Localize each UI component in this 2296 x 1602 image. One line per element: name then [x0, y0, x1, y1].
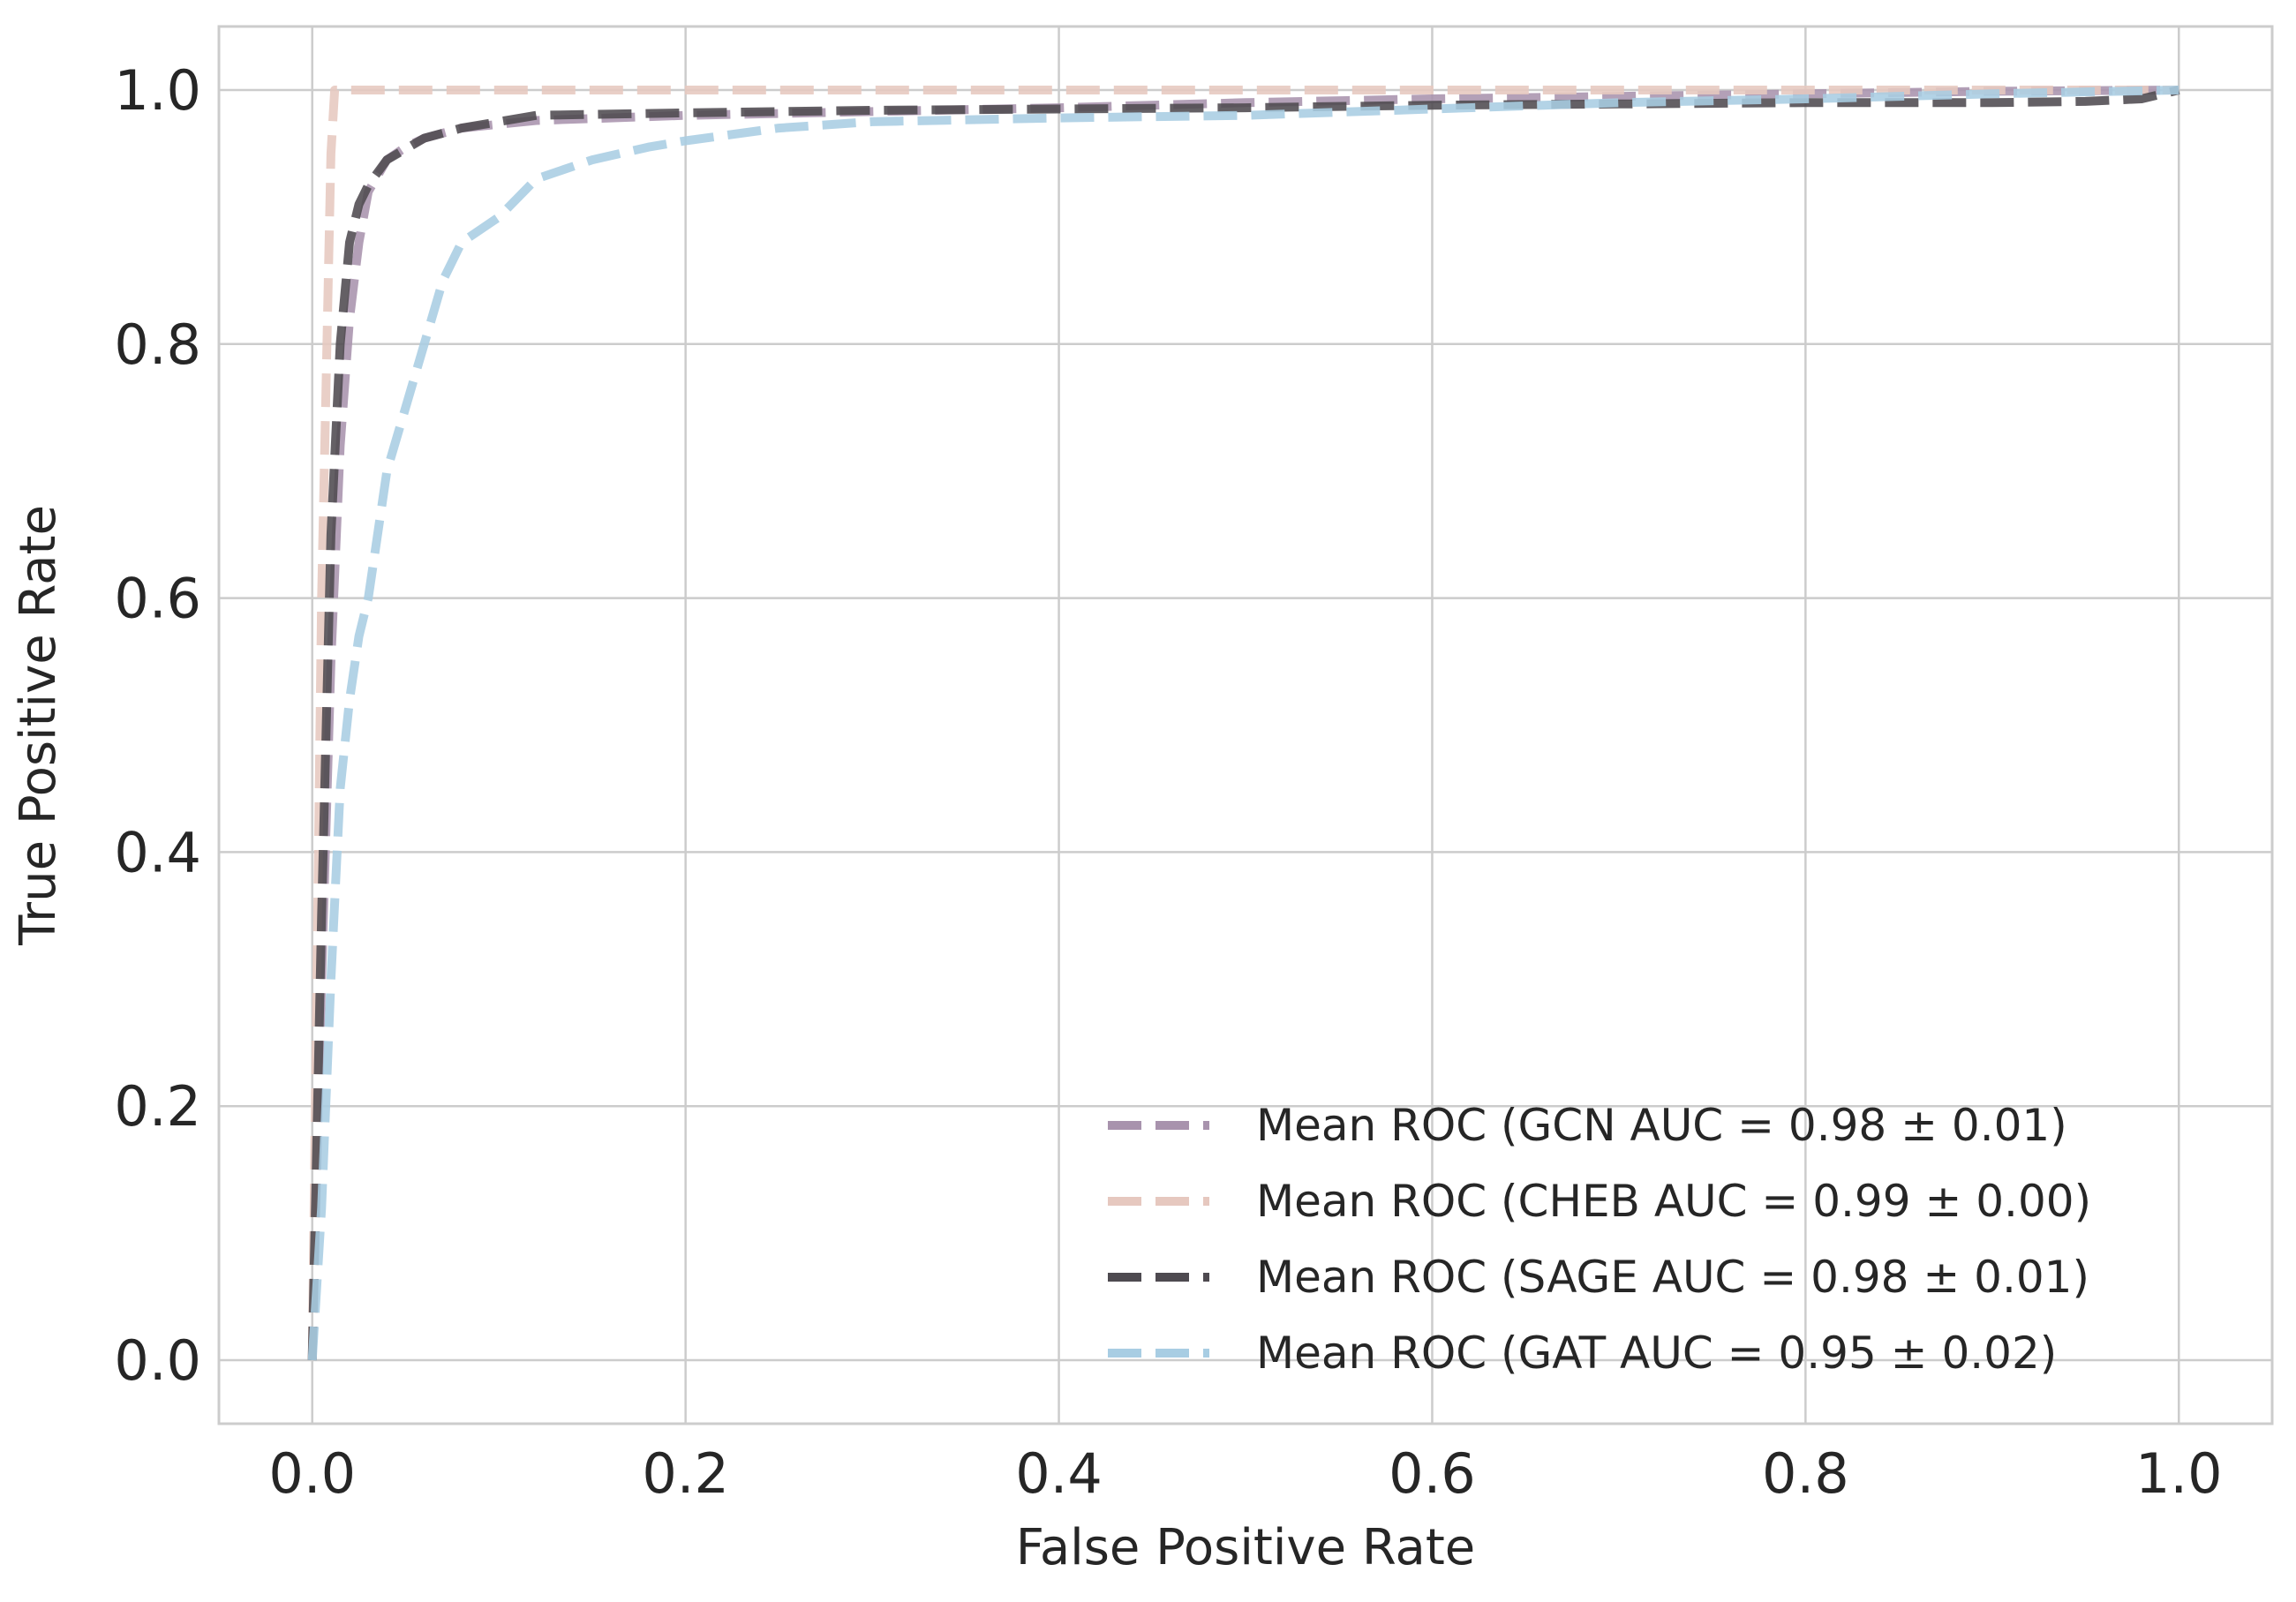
tick-labels: 0.0 0.2 0.4 0.6 0.8 1.0 0.0 0.2 0.4 0.6 0.8 1.0: [114, 58, 2222, 1506]
roc-series-line-1: [307, 86, 2179, 1361]
x-tick-label: 0.4: [1015, 1441, 1103, 1506]
y-axis-label: True Positive Rate: [10, 505, 67, 946]
x-tick-label: 1.0: [2135, 1441, 2223, 1506]
legend: Mean ROC (GCN AUC = 0.98 ± 0.01) Mean ROC…: [1108, 1100, 2091, 1379]
y-tick-label: 0.4: [114, 820, 201, 884]
roc-series-line-2: [307, 86, 2179, 1361]
x-axis-label: False Positive Rate: [1016, 1519, 1475, 1576]
y-tick-label: 0.0: [114, 1328, 201, 1393]
plot-frame: [217, 25, 2274, 1425]
legend-entry-label: Mean ROC (CHEB AUC = 0.99 ± 0.00): [1256, 1176, 2091, 1227]
y-tick-label: 0.8: [114, 312, 201, 377]
legend-entry-label: Mean ROC (SAGE AUC = 0.98 ± 0.01): [1256, 1252, 2089, 1303]
x-tick-label: 0.8: [1762, 1441, 1849, 1506]
y-tick-label: 0.6: [114, 567, 201, 631]
legend-entry-label: Mean ROC (GCN AUC = 0.98 ± 0.01): [1256, 1100, 2067, 1151]
x-tick-label: 0.6: [1389, 1441, 1476, 1506]
y-tick-label: 1.0: [114, 58, 201, 123]
x-tick-label: 0.0: [268, 1441, 356, 1506]
roc-series-line-4: [307, 86, 2179, 1361]
series-lines: [307, 86, 2180, 1361]
legend-entry-label: Mean ROC (GAT AUC = 0.95 ± 0.02): [1256, 1327, 2057, 1379]
x-tick-label: 0.2: [642, 1441, 729, 1506]
roc-series-line-3: [307, 86, 2180, 1361]
y-tick-label: 0.2: [114, 1074, 201, 1139]
